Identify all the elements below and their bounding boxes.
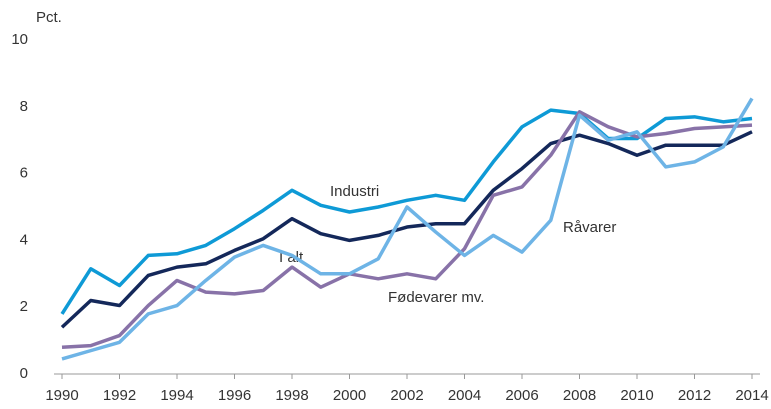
x-tick-label: 2004 bbox=[448, 387, 481, 404]
x-tick-label: 1996 bbox=[218, 387, 251, 404]
series-line bbox=[60, 108, 753, 315]
x-tick-label: 1998 bbox=[275, 387, 308, 404]
x-tick-label: 1990 bbox=[45, 387, 78, 404]
series-label: Råvarer bbox=[563, 219, 616, 236]
series-line bbox=[61, 97, 754, 361]
x-tick-label: 1994 bbox=[160, 387, 193, 404]
x-tick-label: 2008 bbox=[563, 387, 596, 404]
y-tick-label: 6 bbox=[20, 165, 28, 182]
series-line bbox=[60, 130, 753, 329]
y-tick-label: 10 bbox=[11, 31, 28, 48]
series-line bbox=[61, 110, 753, 350]
x-tick-label: 2006 bbox=[505, 387, 538, 404]
y-tick-label: 8 bbox=[20, 98, 28, 115]
y-axis-label: Pct. bbox=[36, 9, 62, 26]
x-tick-label: 2010 bbox=[620, 387, 653, 404]
series-label: Fødevarer mv. bbox=[388, 289, 484, 306]
series-label: Industri bbox=[330, 183, 379, 200]
y-tick-label: 4 bbox=[20, 231, 28, 248]
x-tick-label: 1992 bbox=[103, 387, 136, 404]
x-tick-label: 2014 bbox=[735, 387, 768, 404]
x-tick-label: 2000 bbox=[333, 387, 366, 404]
y-tick-label: 2 bbox=[20, 298, 28, 315]
x-tick-label: 2012 bbox=[678, 387, 711, 404]
y-tick-label: 0 bbox=[20, 365, 28, 382]
x-tick-label: 2002 bbox=[390, 387, 423, 404]
